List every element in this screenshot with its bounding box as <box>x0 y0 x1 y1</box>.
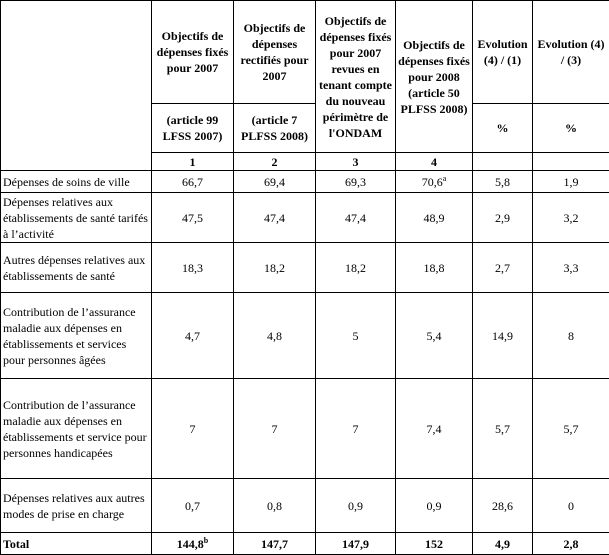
table-row: Contribution de l’assurance maladie aux … <box>1 293 609 379</box>
row-value: 4,8 <box>234 293 316 379</box>
col1-source: (article 99 LFSS 2007) <box>152 104 234 153</box>
table-row: Dépenses relatives aux autres modes de p… <box>1 479 609 533</box>
row-value: 47,4 <box>234 193 316 243</box>
row-label: Contribution de l’assurance maladie aux … <box>1 379 152 479</box>
row-value: 7 <box>316 379 396 479</box>
col5-header: Evolution (4) / (1) <box>473 1 533 104</box>
row-value: 18,2 <box>316 243 396 293</box>
col6-unit: % <box>533 104 609 153</box>
row-value: 69,3 <box>316 171 396 193</box>
row-label: Dépenses de soins de ville <box>1 171 152 193</box>
row-value: 2,9 <box>473 193 533 243</box>
table-row: Contribution de l’assurance maladie aux … <box>1 379 609 479</box>
row-value: 47,4 <box>316 193 396 243</box>
row-value: 5 <box>316 293 396 379</box>
row-label: Dépenses relatives aux établissements de… <box>1 193 152 243</box>
row-value: 48,9 <box>396 193 473 243</box>
row-value: 18,8 <box>396 243 473 293</box>
row-value: 14,9 <box>473 293 533 379</box>
row-value: 4,7 <box>152 293 234 379</box>
row-value: 0,7 <box>152 479 234 533</box>
row-value: 66,7 <box>152 171 234 193</box>
row-value: 5,4 <box>396 293 473 379</box>
col4-number: 4 <box>396 153 473 171</box>
col3-header: Objectifs de dépenses fixés pour 2007 re… <box>316 1 396 153</box>
row-value: 3,3 <box>533 243 609 293</box>
row-value: 5,7 <box>533 379 609 479</box>
table-row: Dépenses relatives aux établissements de… <box>1 193 609 243</box>
col2-number: 2 <box>234 153 316 171</box>
col1-header: Objectifs de dépenses fixés pour 2007 <box>152 1 234 104</box>
row-value: 47,5 <box>152 193 234 243</box>
row-value: 18,2 <box>234 243 316 293</box>
row-value: 8 <box>533 293 609 379</box>
col6-number <box>533 153 609 171</box>
row-value: 70,6a <box>396 171 473 193</box>
col5-unit: % <box>473 104 533 153</box>
row-value: 1,9 <box>533 171 609 193</box>
row-value: 0,9 <box>316 479 396 533</box>
row-value: 7 <box>234 379 316 479</box>
total-value: 2,8 <box>533 533 609 555</box>
total-value: 147,9 <box>316 533 396 555</box>
total-value: 152 <box>396 533 473 555</box>
col1-number: 1 <box>152 153 234 171</box>
row-label: Autres dépenses relatives aux établissem… <box>1 243 152 293</box>
row-value: 5,7 <box>473 379 533 479</box>
row-value: 18,3 <box>152 243 234 293</box>
col3-number: 3 <box>316 153 396 171</box>
row-value: 28,6 <box>473 479 533 533</box>
total-value: 144,8b <box>152 533 234 555</box>
total-label: Total <box>1 533 152 555</box>
row-value: 0,8 <box>234 479 316 533</box>
total-value: 147,7 <box>234 533 316 555</box>
row-label: Dépenses relatives aux autres modes de p… <box>1 479 152 533</box>
col2-source: (article 7 PLFSS 2008) <box>234 104 316 153</box>
total-value: 4,9 <box>473 533 533 555</box>
table-row: Autres dépenses relatives aux établissem… <box>1 243 609 293</box>
col4-header: Objectifs de dépenses fixés pour 2008 (a… <box>396 1 473 153</box>
row-value: 0,9 <box>396 479 473 533</box>
row-value: 0 <box>533 479 609 533</box>
row-value: 7 <box>152 379 234 479</box>
col6-header: Evolution (4) / (3) <box>533 1 609 104</box>
total-row: Total 144,8b 147,7 147,9 152 4,9 2,8 <box>1 533 609 555</box>
corner-cell <box>1 1 152 171</box>
row-value: 5,8 <box>473 171 533 193</box>
row-value: 2,7 <box>473 243 533 293</box>
row-value: 69,4 <box>234 171 316 193</box>
row-value: 7,4 <box>396 379 473 479</box>
row-value: 3,2 <box>533 193 609 243</box>
col2-header: Objectifs de dépenses rectifiés pour 200… <box>234 1 316 104</box>
row-label: Contribution de l’assurance maladie aux … <box>1 293 152 379</box>
col5-number <box>473 153 533 171</box>
